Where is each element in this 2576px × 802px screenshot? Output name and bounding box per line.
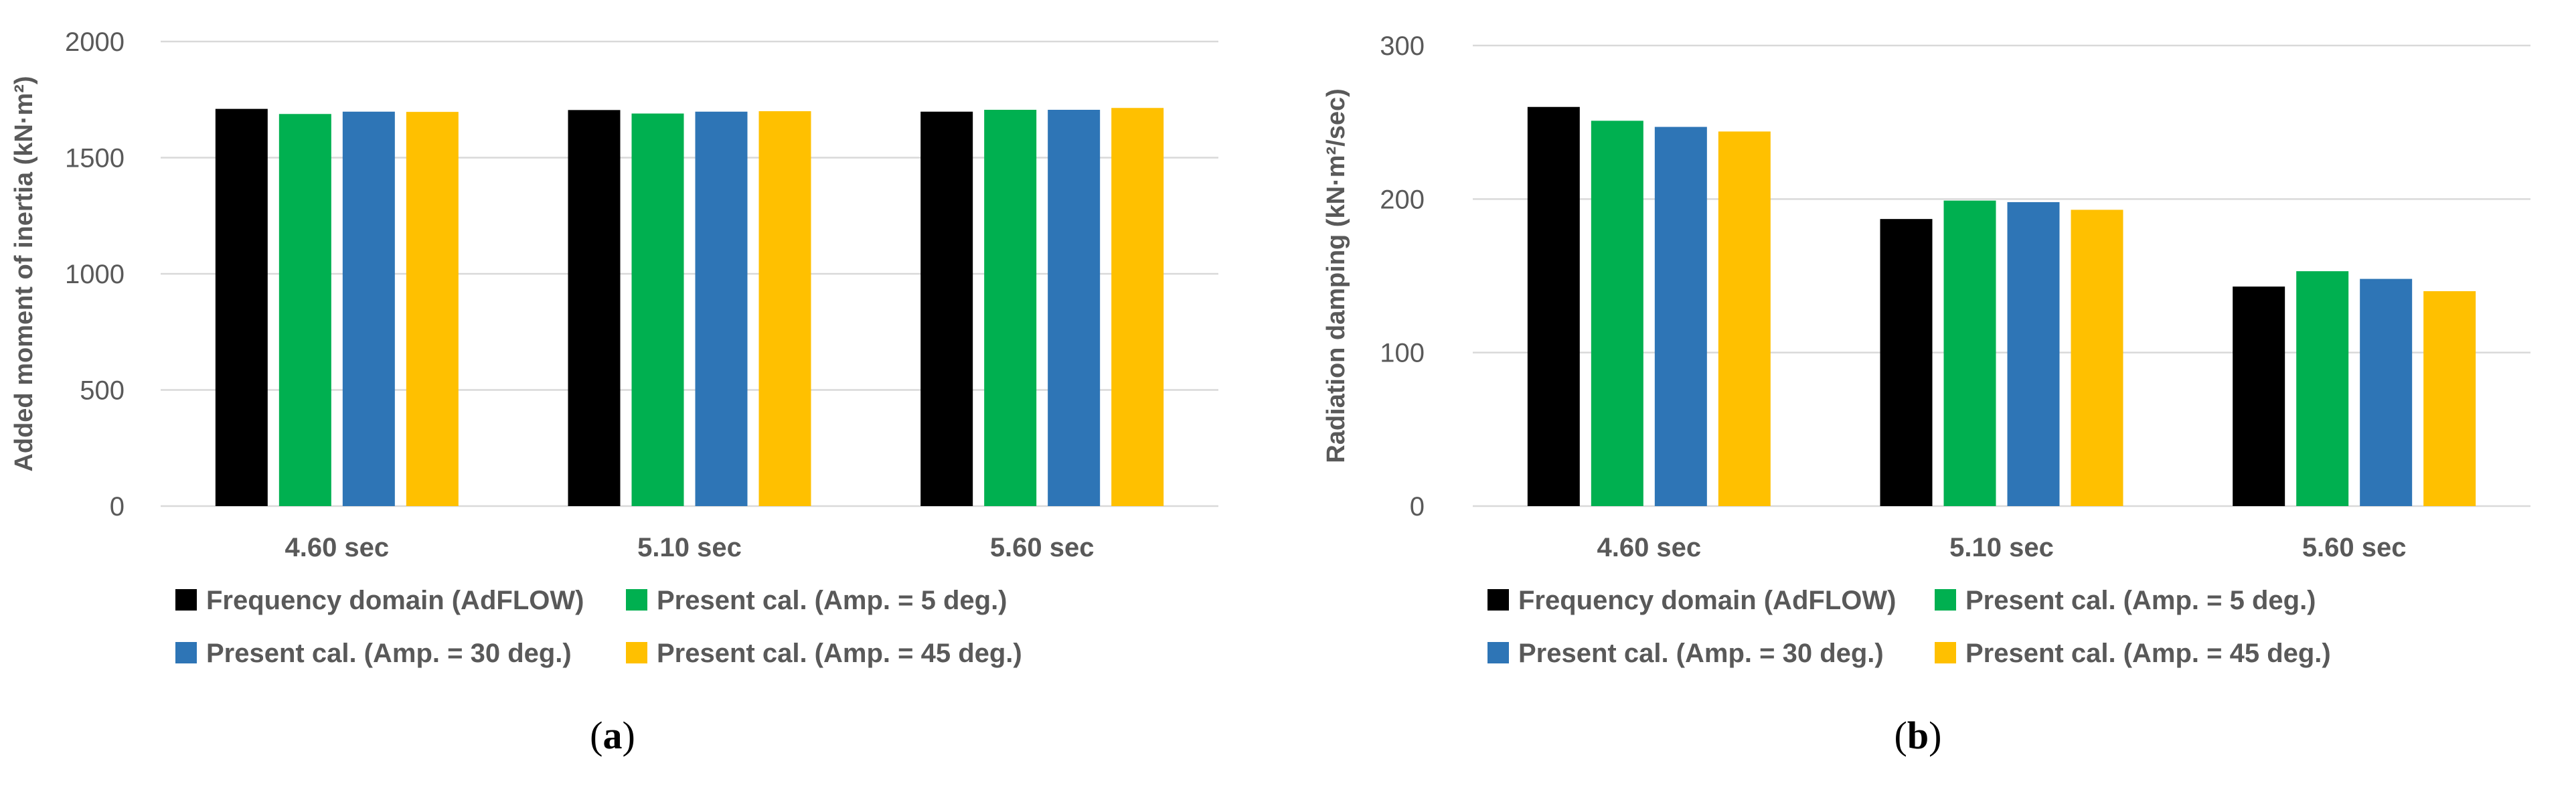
x-category-label: 5.10 sec — [637, 533, 742, 562]
legend-label: Present cal. (Amp. = 30 deg.) — [206, 639, 572, 668]
legend-label: Present cal. (Amp. = 5 deg.) — [657, 586, 1008, 615]
chart-panel-b: 0 100 200 300 Radiation damping (kN·m²/sec) 4… — [1322, 31, 2530, 757]
bar — [695, 111, 748, 506]
legend-swatch — [175, 642, 197, 663]
bar — [406, 112, 459, 507]
bar — [920, 111, 973, 506]
legend-swatch — [1487, 642, 1509, 663]
legend-label: Frequency domain (AdFLOW) — [206, 586, 584, 615]
bar — [342, 111, 395, 506]
y-axis-label: Added moment of inertia (kN·m²) — [10, 76, 38, 471]
x-category-label: 5.60 sec — [2302, 533, 2407, 562]
x-category-label: 5.60 sec — [990, 533, 1095, 562]
legend-label: Present cal. (Amp. = 45 deg.) — [1965, 639, 2331, 668]
bar — [1527, 106, 1580, 506]
y-axis-label: Radiation damping (kN·m²/sec) — [1322, 88, 1350, 463]
bar — [631, 113, 684, 506]
y-tick-label: 0 — [1410, 492, 1425, 522]
bar — [2360, 278, 2413, 506]
y-tick-label: 100 — [1380, 339, 1425, 368]
panel-label: (b) — [1895, 714, 1942, 757]
panel-letter: a — [603, 714, 623, 757]
y-tick-label: 0 — [110, 492, 125, 522]
panel-letter: b — [1907, 714, 1929, 757]
bar — [2071, 210, 2123, 506]
bar — [1111, 108, 1164, 506]
panel-label: (a) — [590, 714, 635, 757]
y-tick-label: 300 — [1380, 31, 1425, 61]
y-tick-label: 200 — [1380, 185, 1425, 214]
legend-label: Present cal. (Amp. = 5 deg.) — [1965, 586, 2316, 615]
bar — [215, 108, 268, 506]
legend-swatch — [1935, 589, 1956, 611]
chart-panel-a: 0 500 1000 1500 2000 Added moment of inertia … — [10, 27, 1218, 757]
legend-swatch — [626, 589, 647, 611]
bar — [1718, 131, 1771, 507]
legend-swatch — [1935, 642, 1956, 663]
y-tick-label: 1500 — [65, 144, 125, 173]
legend-swatch — [1487, 589, 1509, 611]
x-category-label: 4.60 sec — [285, 533, 389, 562]
legend-label: Present cal. (Amp. = 30 deg.) — [1518, 639, 1884, 668]
bar — [1943, 200, 1996, 506]
x-category-label: 4.60 sec — [1597, 533, 1701, 562]
bar — [984, 110, 1037, 506]
bar — [568, 110, 621, 507]
bar — [1048, 110, 1101, 506]
y-tick-label: 500 — [80, 376, 125, 406]
x-category-label: 5.10 sec — [1949, 533, 2054, 562]
legend-label: Present cal. (Amp. = 45 deg.) — [657, 639, 1022, 668]
y-tick-label: 1000 — [65, 260, 125, 289]
bar — [2233, 287, 2285, 506]
y-tick-label: 2000 — [65, 27, 125, 57]
bar — [1880, 219, 1933, 506]
bar — [1654, 127, 1707, 507]
legend-label: Frequency domain (AdFLOW) — [1518, 586, 1896, 615]
bar — [2296, 271, 2349, 506]
legend-swatch — [175, 589, 197, 611]
bar — [278, 114, 331, 506]
bar — [1591, 121, 1643, 506]
bar — [2423, 291, 2476, 506]
bar — [758, 111, 811, 507]
legend-swatch — [626, 642, 647, 663]
bar — [2007, 202, 2060, 506]
